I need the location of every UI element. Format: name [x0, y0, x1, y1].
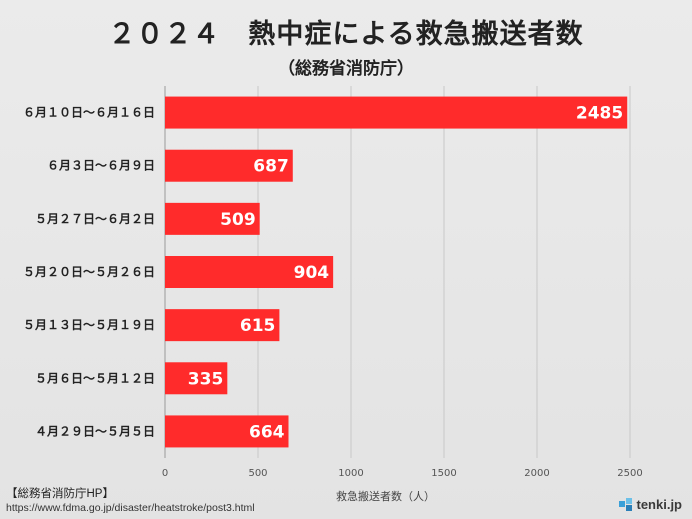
data-label: 664	[249, 422, 285, 442]
category-label: ５月６日～５月１２日	[35, 371, 155, 385]
category-label: ４月２９日～５月５日	[35, 424, 155, 438]
data-label: 615	[240, 316, 276, 336]
category-label: ６月１０日～６月１６日	[23, 106, 155, 120]
bar-chart: ６月１０日～６月１６日 2485 ６月３日～６月９日 687 ５月２７日～６月２日 509…	[0, 0, 692, 519]
data-label: 687	[253, 157, 289, 177]
x-tick-label: 1000	[338, 468, 363, 479]
x-axis-title: 救急搬送者数（人）	[336, 489, 435, 503]
category-label: ５月１３日～５月１９日	[23, 318, 155, 332]
bar	[165, 97, 627, 129]
x-tick-label: 2500	[617, 468, 642, 479]
source-url: https://www.fdma.go.jp/disaster/heatstro…	[6, 502, 255, 514]
chart-canvas: ２０２４ 熱中症による救急搬送者数 （総務省消防庁） ６月１０日～６月１６日 24…	[0, 0, 692, 519]
category-label: ５月２０日～５月２６日	[23, 265, 155, 279]
brand-text: tenki.jp	[636, 497, 682, 512]
data-label: 904	[294, 263, 330, 283]
data-label: 2485	[576, 104, 623, 124]
x-tick-label: 1500	[431, 468, 456, 479]
data-label: 509	[220, 210, 256, 230]
category-label: ６月３日～６月９日	[47, 159, 155, 173]
x-tick-label: 2000	[524, 468, 549, 479]
category-label: ５月２７日～６月２日	[35, 212, 155, 226]
x-tick-label: 0	[162, 468, 168, 479]
source-label: 【総務省消防庁HP】	[6, 485, 114, 501]
x-tick-label: 500	[248, 468, 267, 479]
tenki-logo-icon	[619, 498, 633, 512]
brand-logo: tenki.jp	[619, 497, 682, 512]
data-label: 335	[188, 369, 224, 389]
